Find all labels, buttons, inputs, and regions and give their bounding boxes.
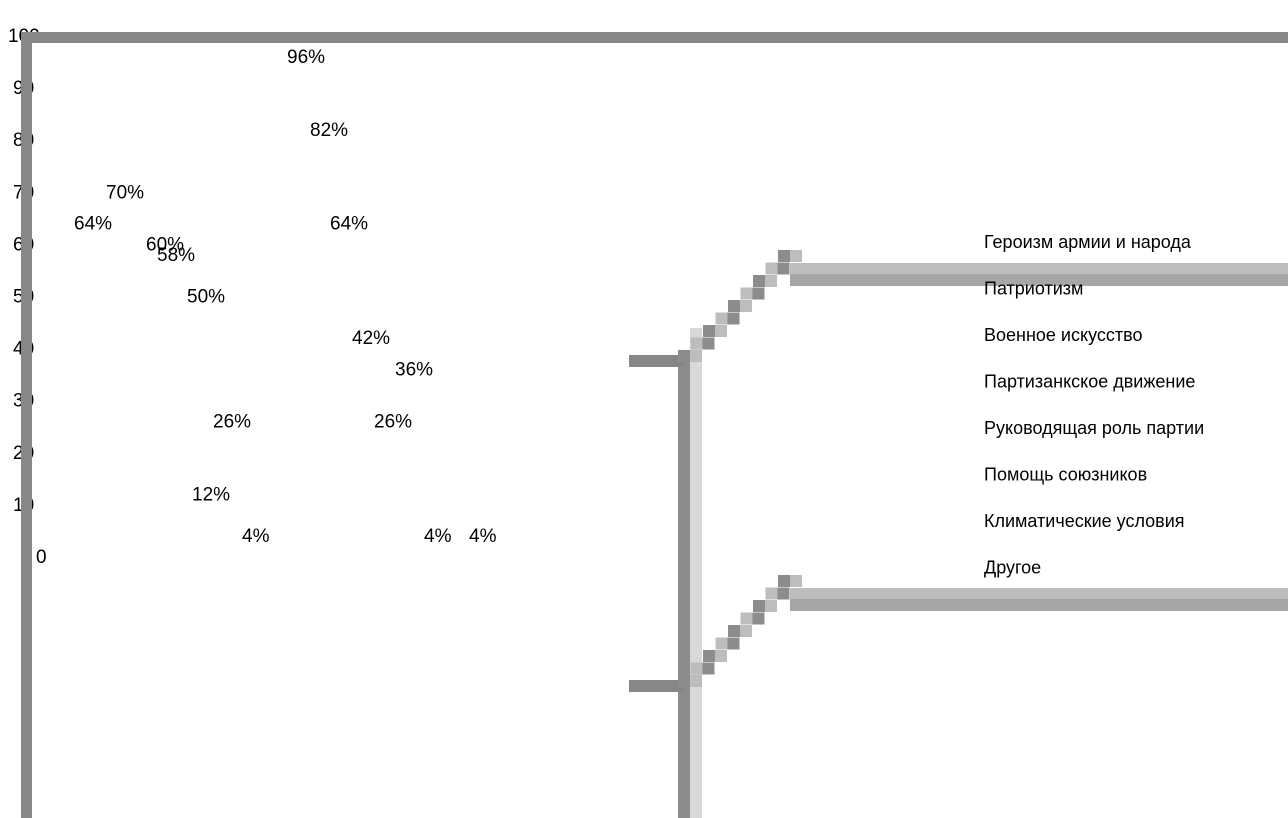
step-block bbox=[703, 650, 715, 662]
legend-item-label: Климатические условия bbox=[984, 511, 1185, 531]
data-label: 42% bbox=[352, 328, 390, 349]
data-label: 60% bbox=[146, 234, 184, 255]
data-label: 26% bbox=[213, 412, 251, 433]
step-block bbox=[715, 650, 727, 662]
lower-diagonal-steps bbox=[678, 575, 802, 687]
step-block bbox=[678, 350, 690, 362]
step-block bbox=[765, 587, 778, 600]
step-block bbox=[715, 637, 728, 650]
step-block bbox=[740, 287, 753, 300]
legend: Героизм армии и народа Патриотизм Военное … bbox=[984, 232, 1204, 578]
step-block bbox=[715, 312, 728, 325]
data-label: 64% bbox=[74, 214, 112, 235]
step-block bbox=[765, 262, 778, 275]
lower-band-dark bbox=[790, 599, 1288, 611]
step-block bbox=[715, 325, 727, 337]
step-block bbox=[740, 612, 753, 625]
step-block bbox=[728, 300, 740, 312]
step-block bbox=[678, 675, 690, 687]
step-block bbox=[753, 275, 765, 287]
lower-stub bbox=[629, 680, 684, 692]
data-label: 50% bbox=[187, 287, 225, 308]
step-block bbox=[740, 300, 752, 312]
step-block bbox=[753, 600, 765, 612]
legend-item-label: Партизанкское движение bbox=[984, 372, 1195, 392]
upper-band-light bbox=[790, 263, 1288, 274]
data-label: 58% bbox=[157, 245, 195, 266]
step-block bbox=[727, 312, 740, 325]
step-block bbox=[790, 575, 802, 587]
step-block bbox=[778, 575, 790, 587]
step-block bbox=[790, 250, 802, 262]
plot-frame bbox=[21, 32, 1288, 818]
legend-item-label: Патриотизм bbox=[984, 279, 1083, 299]
data-labels: 96% 82% 70% 64% 64% 60%58% 50% 42%36% 26% 26% 12% 4… bbox=[74, 47, 497, 547]
data-label: 96% bbox=[287, 47, 325, 68]
step-block bbox=[690, 350, 702, 362]
upper-diagonal-steps bbox=[678, 250, 802, 362]
step-block bbox=[690, 662, 703, 675]
step-block bbox=[765, 600, 777, 612]
data-label: 26% bbox=[374, 412, 412, 433]
step-block bbox=[778, 250, 790, 262]
step-block bbox=[690, 337, 703, 350]
step-block bbox=[777, 262, 790, 275]
step-block bbox=[777, 587, 790, 600]
step-block bbox=[690, 675, 702, 687]
y-tick-label: 0 bbox=[36, 547, 47, 568]
step-block bbox=[752, 287, 765, 300]
step-block bbox=[702, 337, 715, 350]
data-label: 36% bbox=[395, 359, 433, 380]
data-label: 82% bbox=[310, 120, 348, 141]
data-label: 70% bbox=[106, 182, 144, 203]
step-block bbox=[702, 662, 715, 675]
upper-stub bbox=[629, 355, 684, 367]
stem-light bbox=[690, 328, 702, 818]
legend-item-label: Героизм армии и народа bbox=[984, 232, 1192, 252]
legend-item-label: Руководящая роль партии bbox=[984, 418, 1204, 438]
step-block bbox=[752, 612, 765, 625]
step-block bbox=[740, 625, 752, 637]
data-label: 4% bbox=[469, 526, 497, 547]
top-border-line bbox=[21, 32, 1288, 43]
step-block bbox=[728, 625, 740, 637]
y-axis-line bbox=[21, 32, 32, 818]
data-label: 4% bbox=[424, 526, 452, 547]
data-label: 4% bbox=[242, 526, 270, 547]
data-label: 64% bbox=[330, 214, 368, 235]
lower-band-light bbox=[790, 588, 1288, 599]
data-label: 12% bbox=[192, 484, 230, 505]
legend-item-label: Другое bbox=[984, 558, 1041, 578]
upper-band-dark bbox=[790, 274, 1288, 286]
step-block bbox=[765, 275, 777, 287]
legend-item-label: Помощь союзников bbox=[984, 465, 1147, 485]
stem-dark bbox=[678, 360, 690, 818]
step-block bbox=[727, 637, 740, 650]
legend-item-label: Военное искусство bbox=[984, 325, 1142, 345]
step-block bbox=[703, 325, 715, 337]
legend-bracket-decoration bbox=[629, 250, 1288, 818]
